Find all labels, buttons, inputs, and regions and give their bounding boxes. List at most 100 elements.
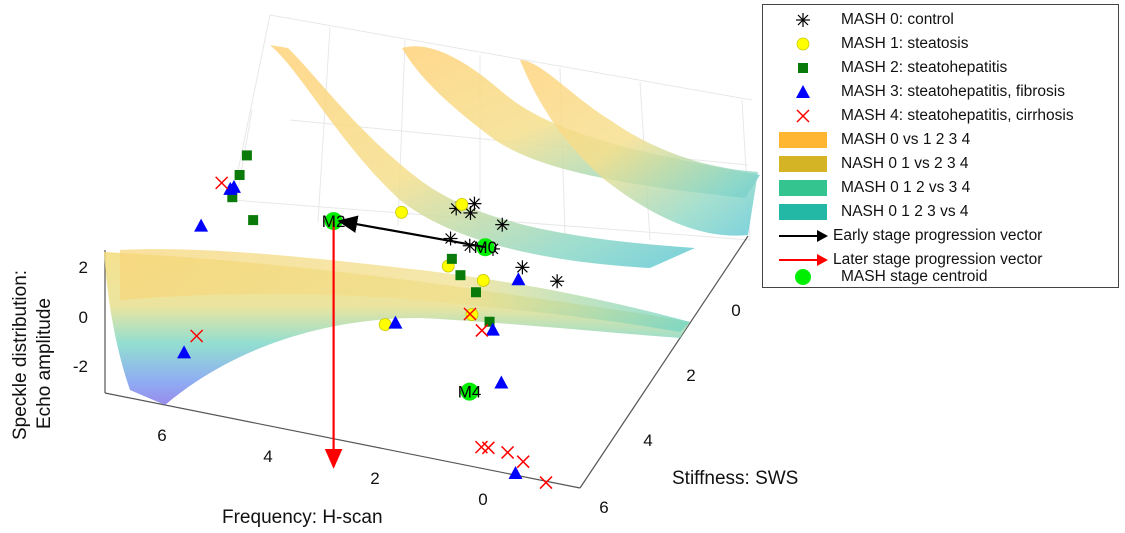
square-marker: [471, 287, 481, 298]
x-tick-label: 4: [263, 447, 272, 466]
y-tick-label: 0: [731, 301, 740, 320]
legend-item-later-vector: Later stage progression vector: [763, 249, 1118, 271]
triangle-marker: [508, 466, 523, 479]
surface-swatch-icon: [779, 204, 827, 220]
square-marker: [234, 170, 245, 180]
asterisk-marker: [467, 196, 482, 211]
x-tick-label: 2: [370, 469, 379, 488]
x-marker: [516, 455, 530, 469]
y-axis-line: [579, 235, 749, 489]
triangle-marker: [226, 179, 241, 193]
y-tick-label: 2: [686, 366, 695, 385]
circle-marker: [455, 197, 469, 211]
square-marker: [484, 316, 495, 327]
series-x: [190, 176, 553, 490]
legend-label: MASH 4: steatohepatitis, cirrhosis: [841, 107, 1074, 124]
legend-label: MASH 0 1 2 vs 3 4: [841, 179, 971, 196]
circle-marker-icon: [796, 37, 810, 51]
triangle-marker: [194, 218, 209, 232]
legend-item-surface-2: NASH 0 1 vs 2 3 4: [763, 153, 1118, 175]
circle-marker: [395, 205, 408, 219]
series-square: [227, 150, 495, 327]
legend-item-mash3: MASH 3: steatohepatitis, fibrosis: [763, 81, 1118, 103]
x-marker-icon: [796, 109, 810, 123]
series-triangle: [177, 179, 526, 479]
progression-vectors: M0 M2 M4: [322, 212, 497, 469]
triangle-marker: [494, 375, 509, 389]
surface-mash012-vs-34: [520, 60, 758, 236]
surface-swatch-icon: [779, 132, 827, 148]
red-arrow-icon: [779, 254, 828, 266]
legend-label: MASH 0 vs 1 2 3 4: [841, 131, 971, 148]
legend-label: Later stage progression vector: [833, 251, 1043, 268]
legend-label: MASH 2: steatohepatitis: [841, 59, 1008, 76]
asterisk-marker: [515, 260, 530, 275]
triangle-marker: [511, 272, 526, 286]
legend-item-surface-1: MASH 0 vs 1 2 3 4: [763, 129, 1118, 151]
z-axis-title-line-2: Echo amplitude: [34, 298, 55, 429]
legend-label: MASH stage centroid: [841, 268, 988, 285]
y-tick-label: 6: [599, 498, 608, 517]
legend-label: NASH 0 1 2 3 vs 4: [841, 203, 969, 220]
surface-swatch-icon: [779, 180, 827, 196]
legend-label: Early stage progression vector: [833, 227, 1043, 244]
z-tick-label: -2: [73, 357, 88, 376]
centroid-marker-icon: [795, 269, 811, 285]
asterisk-marker: [443, 231, 458, 246]
triangle-marker: [485, 322, 500, 336]
x-marker: [463, 307, 477, 321]
square-marker: [248, 215, 259, 226]
early-progression-vector: [337, 215, 486, 249]
square-marker: [455, 270, 466, 281]
circle-marker: [378, 318, 392, 331]
square-marker-icon: [798, 63, 808, 73]
surface-swatch-icon: [779, 156, 827, 172]
x-marker: [215, 176, 229, 190]
triangle-marker: [388, 315, 403, 329]
x-marker: [475, 323, 489, 337]
legend-item-surface-3: MASH 0 1 2 vs 3 4: [763, 177, 1118, 199]
grid-line: [317, 26, 331, 223]
legend-item-mash4: MASH 4: steatohepatitis, cirrhosis: [763, 105, 1118, 127]
legend-item-mash0: MASH 0: control: [763, 9, 1118, 31]
x-marker: [539, 476, 553, 490]
legend-item-mash1: MASH 1: steatosis: [763, 33, 1118, 55]
square-marker: [241, 150, 252, 161]
x-marker: [501, 445, 515, 459]
asterisk-marker: [550, 274, 565, 289]
legend-label: NASH 0 1 vs 2 3 4: [841, 155, 969, 172]
asterisk-marker-icon: [796, 13, 810, 27]
grid-line: [231, 14, 271, 201]
legend-label: MASH 1: steatosis: [841, 35, 969, 52]
legend-label: MASH 0: control: [841, 11, 954, 28]
triangle-marker: [177, 345, 192, 359]
y-axis-title: Stiffness: SWS: [672, 468, 799, 489]
legend-item-mash2: MASH 2: steatohepatitis: [763, 57, 1118, 79]
asterisk-marker: [463, 205, 478, 220]
tick-labels: 0 2 4 6 0 2 4 6 -2 0 2: [73, 258, 741, 517]
centroid-marker: [476, 238, 495, 257]
decision-surfaces: [104, 45, 760, 405]
circle-marker: [465, 308, 479, 321]
centroid-marker: [460, 382, 479, 401]
z-tick-label: 0: [79, 308, 88, 327]
circle-marker: [476, 274, 490, 287]
centroid-label: M4: [458, 383, 482, 402]
legend-item-centroid: MASH stage centroid: [763, 266, 1118, 288]
x-axis-line: [104, 392, 581, 489]
square-marker: [227, 192, 238, 203]
legend-item-early-vector: Early stage progression vector: [763, 225, 1118, 247]
black-arrow-icon: [779, 230, 828, 242]
x-marker: [481, 441, 495, 455]
x-axis-title: Frequency: H-scan: [222, 507, 383, 528]
surface-band: [120, 249, 690, 332]
legend-label: MASH 3: steatohepatitis, fibrosis: [841, 83, 1065, 100]
grid-line: [269, 14, 753, 101]
centroid-label: M2: [322, 212, 346, 231]
z-axis-title: Speckle distribution: Echo amplitude: [10, 212, 64, 444]
z-axis-title-line-1: Speckle distribution:: [10, 269, 31, 440]
z-tick-label: 2: [79, 258, 88, 277]
x-tick-label: 0: [478, 490, 487, 509]
asterisk-marker: [495, 217, 510, 232]
